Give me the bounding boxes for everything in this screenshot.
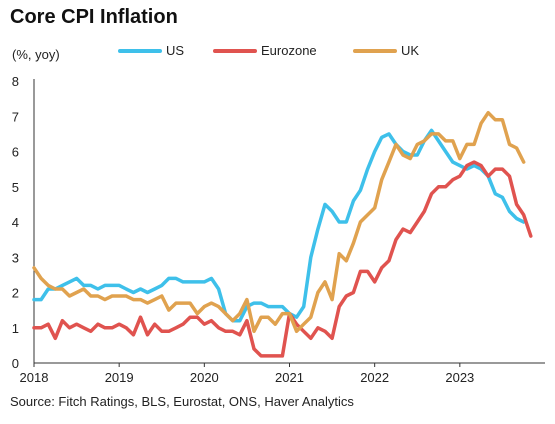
y-tick-label: 8 — [12, 74, 19, 89]
y-tick-label: 0 — [12, 356, 19, 371]
series-line-eurozone — [32, 160, 533, 358]
legend-item-uk: UK — [353, 43, 419, 58]
legend-swatch-uk — [353, 48, 397, 53]
legend-label-eurozone: Eurozone — [261, 43, 317, 58]
x-tick-label: 2018 — [20, 370, 49, 385]
y-axis-unit-label: (%, yoy) — [12, 47, 60, 62]
y-tick-label: 3 — [12, 250, 19, 265]
legend-label-uk: UK — [401, 43, 420, 58]
x-tick-label: 2019 — [105, 370, 134, 385]
y-tick-label: 6 — [12, 145, 19, 160]
legend-item-us: US — [118, 43, 184, 58]
legend: US Eurozone UK — [0, 43, 555, 63]
x-tick-label: 2020 — [190, 370, 219, 385]
y-tick-label: 2 — [12, 286, 19, 301]
chart-title: Core CPI Inflation — [10, 6, 178, 28]
series-layer — [32, 110, 533, 358]
legend-label-us: US — [166, 43, 185, 58]
x-tick-label: 2022 — [360, 370, 389, 385]
axes: 0 1 2 3 4 5 6 7 8 2018 2019 2020 2021 2022 2023 — [12, 74, 545, 385]
y-tick-label: 1 — [12, 321, 19, 336]
legend-item-eurozone: Eurozone — [213, 43, 317, 58]
series-line-uk — [32, 110, 526, 334]
legend-swatch-eurozone — [213, 48, 257, 53]
legend-swatch-us — [118, 48, 162, 53]
source-note: Source: Fitch Ratings, BLS, Eurostat, ON… — [10, 394, 354, 409]
x-tick-label: 2021 — [275, 370, 304, 385]
x-tick-label: 2023 — [445, 370, 474, 385]
y-tick-label: 4 — [12, 215, 19, 230]
y-tick-label: 5 — [12, 180, 19, 195]
series-line-us — [32, 128, 526, 323]
y-tick-label: 7 — [12, 109, 19, 124]
